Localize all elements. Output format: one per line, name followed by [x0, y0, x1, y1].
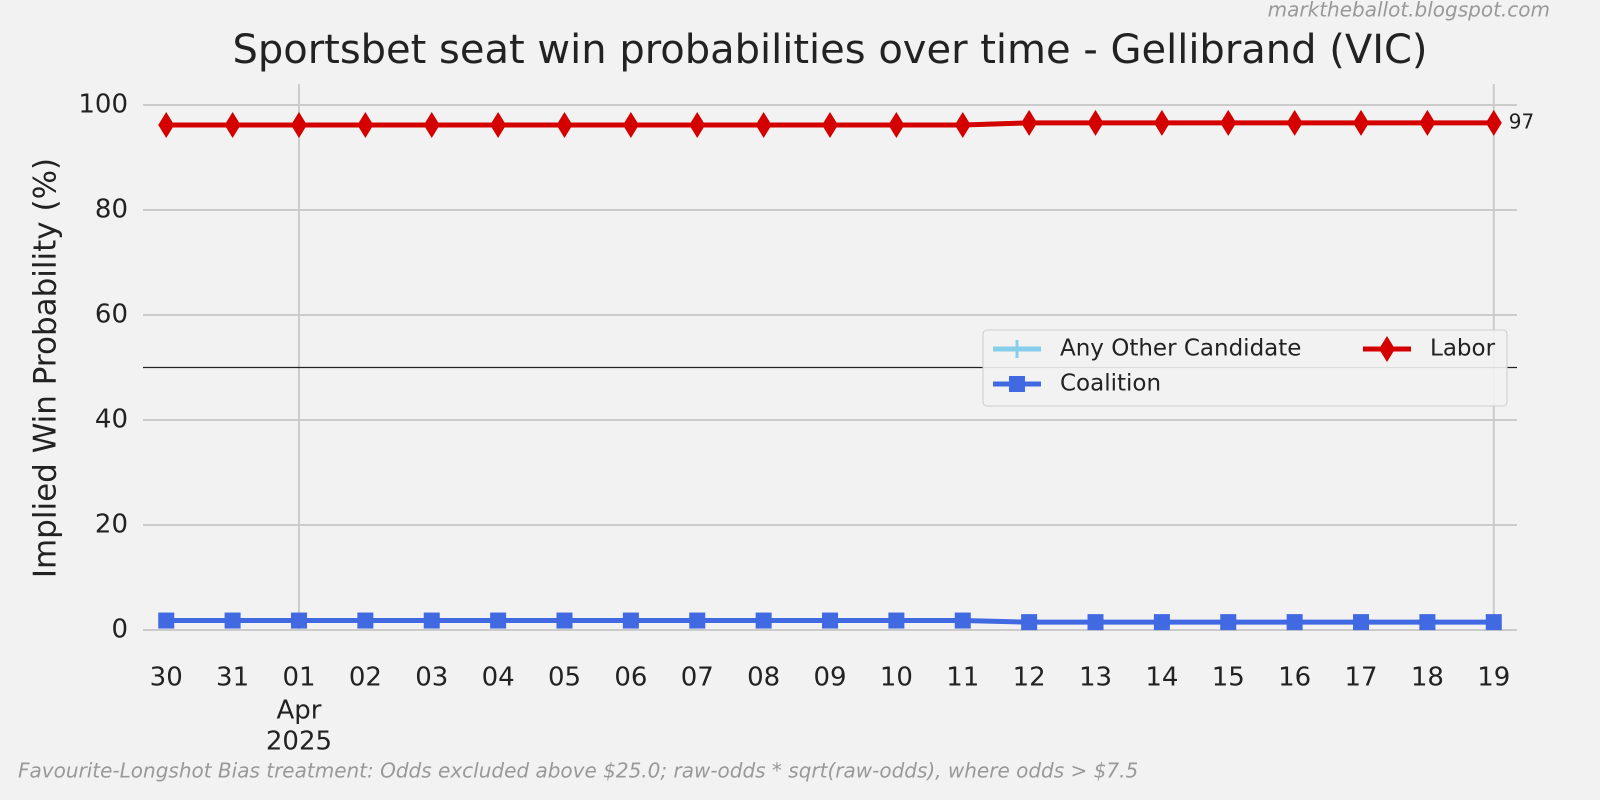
- x-year-label: 2025: [266, 727, 332, 757]
- x-tick-label: 16: [1278, 663, 1311, 693]
- y-tick-label: 20: [95, 510, 128, 540]
- marker: [1353, 109, 1370, 136]
- marker: [224, 111, 241, 138]
- legend-label: Coalition: [1060, 371, 1161, 397]
- footnote: Favourite-Longshot Bias treatment: Odds …: [18, 759, 1138, 783]
- x-tick-label: 13: [1079, 663, 1112, 693]
- marker: [224, 612, 241, 629]
- x-tick-label: 02: [349, 663, 382, 693]
- x-tick-label: 31: [216, 663, 249, 693]
- marker: [423, 612, 440, 629]
- marker: [1485, 614, 1502, 631]
- marker: [490, 111, 507, 138]
- marker: [357, 612, 374, 629]
- value-label: 97: [1509, 109, 1534, 133]
- marker: [423, 111, 440, 138]
- chart-title: Sportsbet seat win probabilities over ti…: [232, 27, 1427, 73]
- x-tick-label: 04: [482, 663, 515, 693]
- marker: [490, 612, 507, 629]
- y-tick-label: 80: [95, 195, 128, 225]
- marker: [1153, 109, 1170, 136]
- marker: [1009, 376, 1025, 392]
- marker: [689, 612, 706, 629]
- marker: [1419, 109, 1436, 136]
- marker: [1286, 109, 1303, 136]
- marker: [1021, 614, 1038, 631]
- x-tick-label: 15: [1212, 663, 1245, 693]
- marker: [158, 612, 175, 629]
- marker: [622, 111, 639, 138]
- x-tick-label: 12: [1013, 663, 1046, 693]
- marker: [1008, 340, 1026, 358]
- x-tick-label: 30: [150, 663, 183, 693]
- marker: [1087, 614, 1104, 631]
- x-tick-label: 09: [813, 663, 846, 693]
- y-tick-label: 60: [95, 300, 128, 330]
- marker: [1220, 109, 1237, 136]
- legend: Any Other Candidate Coalition Labor: [982, 329, 1508, 407]
- x-tick-label: 01: [282, 663, 315, 693]
- marker: [954, 111, 971, 138]
- marker: [556, 111, 573, 138]
- x-tick-label: 10: [880, 663, 913, 693]
- x-tick-label: 08: [747, 663, 780, 693]
- x-tick-label: 07: [681, 663, 714, 693]
- x-tick-label: 19: [1477, 663, 1510, 693]
- marker: [1220, 614, 1237, 631]
- x-tick-label: 11: [946, 663, 979, 693]
- x-tick-label: 17: [1344, 663, 1377, 693]
- marker: [755, 612, 772, 629]
- x-tick-label: 14: [1145, 663, 1178, 693]
- marker: [1353, 614, 1370, 631]
- watermark: marktheballot.blogspot.com: [1268, 0, 1550, 22]
- marker: [290, 111, 307, 138]
- marker: [290, 612, 307, 629]
- legend-label: Any Other Candidate: [1060, 336, 1301, 362]
- marker: [954, 612, 971, 629]
- marker: [888, 612, 905, 629]
- marker: [1153, 614, 1170, 631]
- marker: [556, 612, 573, 629]
- marker: [1485, 109, 1502, 136]
- y-tick-label: 40: [95, 405, 128, 435]
- marker: [822, 612, 838, 629]
- marker: [689, 111, 706, 138]
- marker: [357, 111, 374, 138]
- marker: [888, 111, 905, 138]
- x-month-label: Apr: [276, 696, 321, 726]
- marker: [1379, 336, 1395, 362]
- marker: [622, 612, 639, 629]
- marker: [1419, 614, 1436, 631]
- x-tick-label: 18: [1411, 663, 1444, 693]
- legend-label: Labor: [1430, 336, 1496, 362]
- marker: [1286, 614, 1303, 631]
- y-tick-label: 100: [78, 90, 128, 120]
- x-tick-label: 03: [415, 663, 448, 693]
- marker: [755, 111, 772, 138]
- x-tick-label: 05: [548, 663, 581, 693]
- marker: [1021, 109, 1038, 136]
- marker: [158, 111, 175, 138]
- y-tick-label: 0: [111, 615, 128, 645]
- marker: [1087, 109, 1104, 136]
- marker: [822, 111, 838, 138]
- y-axis-label: Implied Win Probability (%): [28, 158, 64, 578]
- x-tick-label: 06: [614, 663, 647, 693]
